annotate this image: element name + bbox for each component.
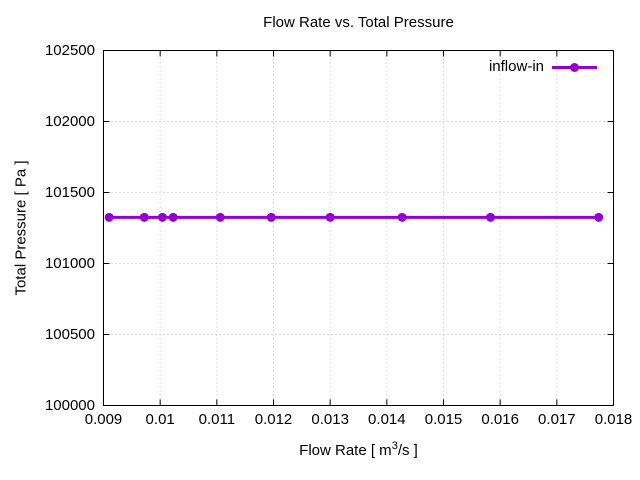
series-point: [325, 212, 335, 222]
series-point: [594, 212, 604, 222]
legend-marker-icon: [570, 62, 579, 72]
y-tick-label: 100500: [44, 325, 95, 343]
x-axis-title: Flow Rate [ m3/s ]: [103, 440, 614, 460]
series-point: [139, 212, 149, 222]
series-point: [168, 212, 178, 222]
x-tick-label: 0.018: [594, 411, 633, 428]
series-point: [157, 212, 167, 222]
x-tick-label: 0.01: [145, 411, 175, 428]
y-tick-label: 102500: [44, 41, 95, 59]
x-tick-label: 0.015: [424, 411, 463, 428]
y-tick-label: 100000: [44, 396, 95, 414]
y-axis-title: Total Pressure [ Pa ]: [12, 160, 30, 296]
x-axis-title-suffix: /s ]: [397, 442, 418, 459]
x-tick-label: 0.009: [84, 411, 123, 428]
plot-border: [103, 50, 614, 406]
x-tick-label: 0.011: [198, 411, 236, 428]
legend: inflow-in: [489, 58, 598, 76]
series-point: [104, 212, 114, 222]
series-point: [397, 212, 407, 222]
chart-title: Flow Rate vs. Total Pressure: [263, 14, 454, 31]
plot-area: [103, 50, 614, 406]
x-tick-label: 0.016: [481, 411, 519, 428]
x-tick-label: 0.017: [538, 411, 576, 428]
x-tick-label: 0.013: [311, 411, 349, 428]
y-tick-label: 102000: [44, 112, 95, 130]
legend-line-sample: [552, 62, 597, 72]
legend-series-label: inflow-in: [488, 58, 544, 75]
x-axis-title-prefix: Flow Rate [ m: [299, 442, 392, 459]
series-point: [215, 212, 225, 222]
series-point: [486, 212, 496, 222]
x-tick-label: 0.012: [254, 411, 293, 428]
series-point: [266, 212, 276, 222]
x-tick-label: 0.014: [368, 411, 406, 428]
x-axis-title-exponent: 3: [391, 440, 398, 452]
